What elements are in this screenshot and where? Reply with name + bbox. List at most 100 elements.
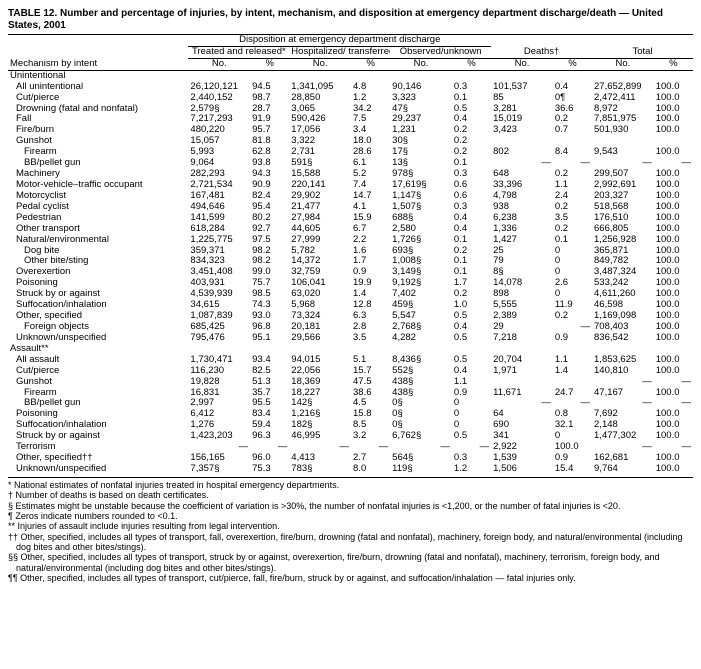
cell-pct: 94.5 — [250, 82, 289, 93]
cell-no: 0§ — [390, 398, 452, 409]
cell-pct: 81.8 — [250, 136, 289, 147]
table-row: All unintentional26,120,12194.51,341,095… — [8, 82, 693, 93]
cell-no: 4,413 — [289, 453, 351, 464]
cell-pct: 2.7 — [351, 453, 390, 464]
cell-no: 5,782 — [289, 246, 351, 257]
cell-pct: 3.5 — [553, 213, 592, 224]
cell-no: 2,992,691 — [592, 180, 654, 191]
hdr-group-4: Total — [592, 46, 693, 58]
cell-no: 2,579§ — [188, 104, 250, 115]
cell-pct: — — [452, 442, 491, 453]
row-label: Other bite/sting — [8, 256, 188, 267]
cell-no: 836,542 — [592, 333, 654, 344]
cell-pct: 0.1 — [452, 158, 491, 169]
cell-no: 590,426 — [289, 114, 351, 125]
cell-pct: 5.1 — [351, 355, 390, 366]
cell-pct: 8.5 — [351, 420, 390, 431]
cell-no: 182§ — [289, 420, 351, 431]
cell-no: 142§ — [289, 398, 351, 409]
cell-pct: 0.2 — [553, 169, 592, 180]
cell-pct: 80.2 — [250, 213, 289, 224]
cell-pct: 4.8 — [351, 82, 390, 93]
cell-pct: 74.3 — [250, 300, 289, 311]
cell-no: 167,481 — [188, 191, 250, 202]
cell-pct: 0.3 — [452, 202, 491, 213]
hdr-mechanism: Mechanism by intent — [8, 58, 188, 70]
cell-pct: 75.7 — [250, 278, 289, 289]
cell-pct: 0.3 — [452, 169, 491, 180]
cell-pct: 0.3 — [452, 82, 491, 93]
cell-no: 26,120,121 — [188, 82, 250, 93]
cell-pct: 0.9 — [452, 388, 491, 399]
cell-no: 20,181 — [289, 322, 351, 333]
cell-pct: — — [654, 158, 693, 169]
table-row: Dog bite359,37198.25,7821.6693§0.2250365… — [8, 246, 693, 257]
row-label: Motor-vehicle–traffic occupant — [8, 180, 188, 191]
row-label: Other transport — [8, 224, 188, 235]
cell-pct: 0.8 — [553, 409, 592, 420]
table-row: Other transport618,28492.744,6056.72,580… — [8, 224, 693, 235]
cell-pct: 15.8 — [351, 409, 390, 420]
cell-pct: 100.0 — [654, 267, 693, 278]
table-row: All assault1,730,47193.494,0155.18,436§0… — [8, 355, 693, 366]
footnotes: * National estimates of nonfatal injurie… — [8, 477, 693, 583]
hdr-pct: % — [553, 58, 592, 70]
cell-no: 64 — [491, 409, 553, 420]
cell-no: — — [592, 398, 654, 409]
cell-pct: 0.4 — [452, 366, 491, 377]
cell-no — [592, 136, 654, 147]
cell-pct: 15.4 — [553, 464, 592, 475]
cell-pct: 0.1 — [452, 256, 491, 267]
cell-pct: 0 — [553, 289, 592, 300]
cell-pct: 96.3 — [250, 431, 289, 442]
cell-no: 3,065 — [289, 104, 351, 115]
cell-pct: 0.5 — [452, 333, 491, 344]
cell-pct: 96.0 — [250, 453, 289, 464]
row-label: Gunshot — [8, 377, 188, 388]
cell-no: 1,216§ — [289, 409, 351, 420]
row-label: All assault — [8, 355, 188, 366]
cell-no: 1,147§ — [390, 191, 452, 202]
cell-no: 978§ — [390, 169, 452, 180]
hdr-group-1: Hospitalized/ transferred* — [289, 46, 390, 58]
cell-no: 849,782 — [592, 256, 654, 267]
cell-no: 8,436§ — [390, 355, 452, 366]
row-label: Unknown/unspecified — [8, 464, 188, 475]
cell-pct: 2.2 — [351, 235, 390, 246]
cell-no: 3,323 — [390, 93, 452, 104]
cell-pct: 0.4 — [452, 213, 491, 224]
section-label: Unintentional — [8, 70, 188, 81]
cell-pct: 0.2 — [452, 136, 491, 147]
cell-no: 11,671 — [491, 388, 553, 399]
row-label: Suffocation/inhalation — [8, 420, 188, 431]
cell-pct: 0 — [553, 267, 592, 278]
cell-pct: 15.7 — [351, 366, 390, 377]
cell-pct: 100.0 — [654, 125, 693, 136]
cell-no: 140,810 — [592, 366, 654, 377]
cell-no: — — [592, 377, 654, 388]
cell-no: 2,580 — [390, 224, 452, 235]
cell-pct: 11.9 — [553, 300, 592, 311]
cell-no: 6,762§ — [390, 431, 452, 442]
cell-no: 1,336 — [491, 224, 553, 235]
cell-no: 5,547 — [390, 311, 452, 322]
cell-no: 116,230 — [188, 366, 250, 377]
cell-pct: 6.7 — [351, 224, 390, 235]
cell-pct: 98.2 — [250, 246, 289, 257]
cell-pct: 91.9 — [250, 114, 289, 125]
cell-no: 20,704 — [491, 355, 553, 366]
cell-pct: 100.0 — [654, 355, 693, 366]
cell-no: 28,850 — [289, 93, 351, 104]
cell-pct: 100.0 — [654, 213, 693, 224]
cell-pct: 95.7 — [250, 125, 289, 136]
cell-pct: 100.0 — [654, 278, 693, 289]
cell-no: 17,056 — [289, 125, 351, 136]
cell-pct: — — [553, 398, 592, 409]
cell-pct: — — [553, 322, 592, 333]
cell-pct: 100.0 — [654, 104, 693, 115]
cell-no: 19,828 — [188, 377, 250, 388]
cell-no: 15,588 — [289, 169, 351, 180]
table-row: Motorcyclist167,48182.429,90214.71,147§0… — [8, 191, 693, 202]
cell-no: 15,019 — [491, 114, 553, 125]
cell-no: 101,537 — [491, 82, 553, 93]
